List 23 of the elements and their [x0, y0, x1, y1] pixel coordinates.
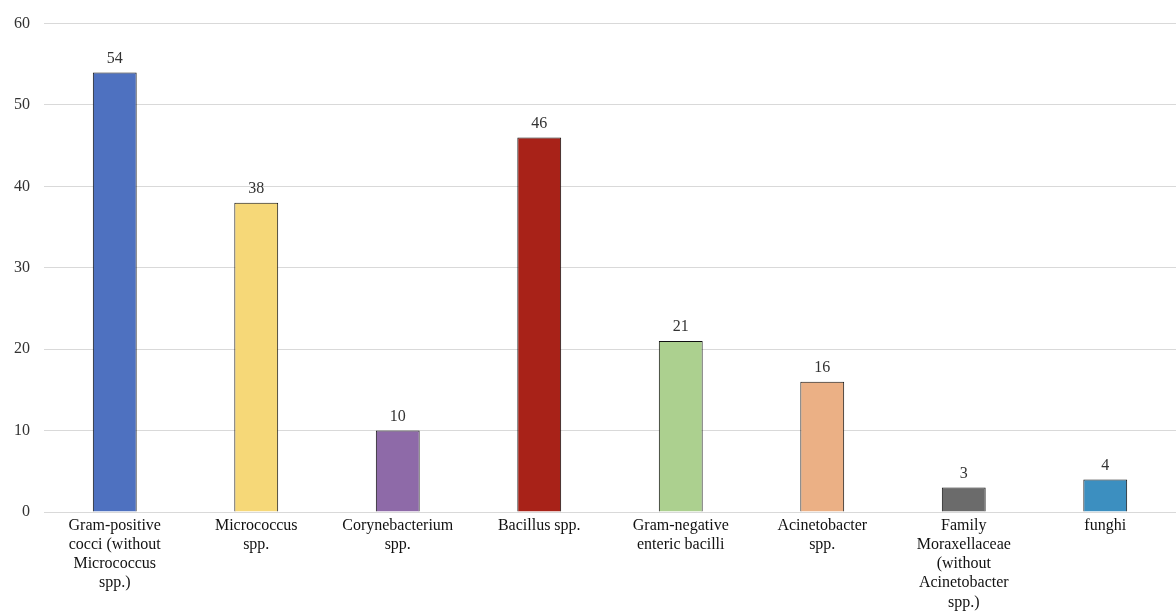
x-tick-label: Family Moraxellaceae (without Acinetobacter spp.) — [916, 515, 1011, 611]
y-tick-label: 60 — [14, 13, 30, 31]
x-tick-label: Micrococcus spp. — [214, 515, 298, 553]
x-tick-label: Corynebacterium spp. — [342, 515, 454, 553]
y-tick-label: 20 — [14, 339, 30, 357]
y-tick-label: 40 — [14, 176, 30, 194]
x-tick-label: Bacillus spp. — [497, 515, 581, 534]
y-tick-label: 0 — [22, 502, 30, 520]
data-label: 16 — [814, 357, 831, 375]
x-tick-label: Acinetobacter spp. — [777, 515, 868, 553]
y-tick-label: 10 — [14, 420, 30, 438]
x-tick-label: funghi — [1084, 515, 1127, 534]
data-label: 3 — [959, 463, 968, 481]
data-label: 38 — [248, 178, 265, 196]
data-label: 21 — [672, 317, 689, 335]
data-label: 46 — [531, 113, 548, 131]
data-label: 10 — [389, 406, 406, 424]
y-tick-label: 30 — [14, 258, 30, 275]
data-label: 4 — [1101, 455, 1110, 473]
x-tick-label: Gram-negative enteric bacilli — [632, 515, 729, 552]
data-label: 54 — [106, 48, 123, 66]
x-tick-label: Gram-positive cocci (without Micrococcus spp.) — [68, 515, 162, 592]
y-tick-label: 50 — [14, 95, 30, 113]
